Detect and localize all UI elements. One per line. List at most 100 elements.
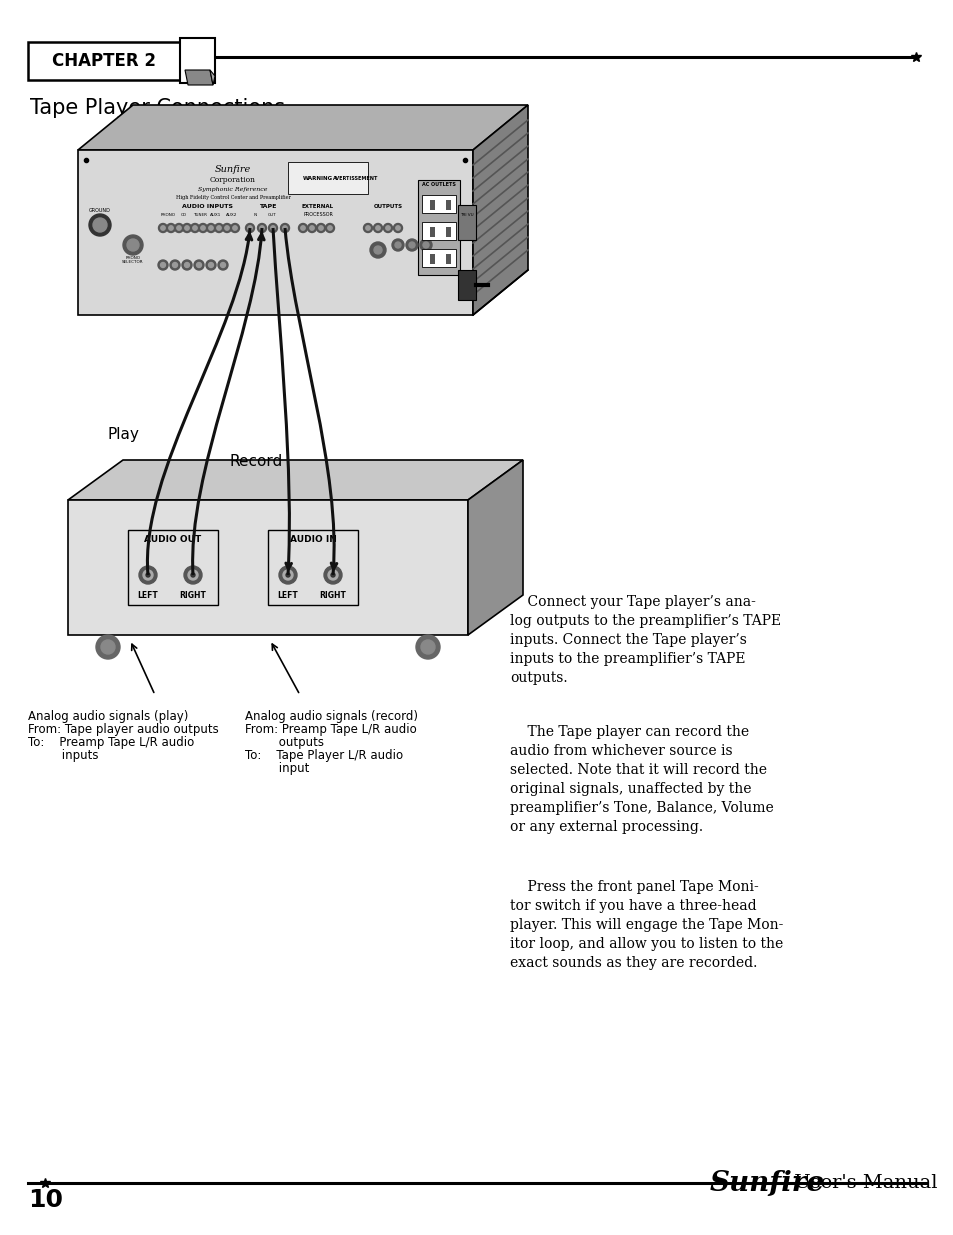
Text: Analog audio signals (record): Analog audio signals (record) [245,710,417,722]
Circle shape [193,226,197,230]
Circle shape [282,226,287,230]
Text: AVERTISSEMENT: AVERTISSEMENT [333,175,378,180]
Text: EXTERNAL: EXTERNAL [301,205,334,210]
Circle shape [222,224,232,232]
Text: AUX2: AUX2 [226,212,237,217]
Text: High Fidelity Control Center and Preamplifier: High Fidelity Control Center and Preampl… [175,194,290,200]
Circle shape [209,226,213,230]
Circle shape [392,240,403,251]
Bar [430,254,435,264]
Circle shape [374,224,382,232]
Text: To:    Preamp Tape L/R audio: To: Preamp Tape L/R audio [28,736,194,748]
Circle shape [280,224,289,232]
Polygon shape [78,105,527,149]
Circle shape [325,224,335,232]
Text: AC OUTLETS: AC OUTLETS [421,183,456,188]
Circle shape [184,566,202,584]
Circle shape [383,224,392,232]
Text: User's Manual: User's Manual [787,1174,937,1192]
Circle shape [206,224,215,232]
Circle shape [245,224,254,232]
Circle shape [324,566,341,584]
Text: AUDIO OUT: AUDIO OUT [144,536,201,545]
Polygon shape [68,459,522,500]
Circle shape [198,224,208,232]
Text: PHONO: PHONO [160,212,175,217]
Text: WARNING: WARNING [303,175,333,180]
Text: Record: Record [230,454,283,469]
Text: TUNER: TUNER [193,212,207,217]
Bar [457,270,476,300]
Text: RIGHT: RIGHT [319,590,346,599]
Circle shape [231,224,239,232]
Circle shape [419,240,432,251]
Circle shape [328,226,332,230]
Text: CHAPTER 2: CHAPTER 2 [52,52,156,70]
Circle shape [196,263,201,268]
Circle shape [184,263,190,268]
Circle shape [191,224,199,232]
Circle shape [143,571,152,580]
Circle shape [167,224,175,232]
Polygon shape [210,70,214,85]
Text: input: input [245,762,309,776]
Text: LEFT: LEFT [137,590,158,599]
Polygon shape [185,70,213,85]
Text: outputs: outputs [245,736,324,748]
Circle shape [395,226,399,230]
Circle shape [200,226,205,230]
Circle shape [158,261,168,270]
Bar [28,42,180,80]
Bar [446,227,451,237]
Circle shape [365,226,370,230]
Text: From: Preamp Tape L/R audio: From: Preamp Tape L/R audio [245,722,416,736]
Polygon shape [468,459,522,635]
Text: From: Tape player audio outputs: From: Tape player audio outputs [28,722,218,736]
Text: 10: 10 [28,1188,63,1212]
Text: The Tape player can record the
audio from whichever source is
selected. Note tha: The Tape player can record the audio fro… [510,725,773,834]
Circle shape [375,226,380,230]
Text: Corporation: Corporation [210,177,255,184]
Circle shape [170,261,180,270]
Text: Analog audio signals (play): Analog audio signals (play) [28,710,188,722]
Text: Symphonic Reference: Symphonic Reference [198,186,268,191]
Text: PHONO
SELECTOR: PHONO SELECTOR [122,256,144,264]
Circle shape [89,214,111,236]
Circle shape [286,573,290,577]
Circle shape [127,240,139,251]
Polygon shape [68,500,468,635]
Circle shape [331,573,335,577]
Text: Tape Player Connections: Tape Player Connections [30,98,285,119]
Circle shape [257,224,266,232]
Circle shape [92,219,107,232]
Circle shape [259,226,264,230]
Circle shape [310,226,314,230]
Text: TAPE: TAPE [259,205,276,210]
Circle shape [283,571,293,580]
Circle shape [416,635,439,659]
Bar [457,205,476,240]
Circle shape [209,263,213,268]
Bar [446,200,451,210]
Circle shape [218,261,228,270]
Bar [180,38,214,83]
Circle shape [139,566,157,584]
Text: AUDIO IN: AUDIO IN [290,536,336,545]
Circle shape [174,224,183,232]
Circle shape [300,226,305,230]
Circle shape [271,226,274,230]
Bar [421,249,456,267]
Bar [430,200,435,210]
Polygon shape [78,149,473,315]
Text: AUX1: AUX1 [211,212,221,217]
Circle shape [225,226,229,230]
Circle shape [185,226,189,230]
Circle shape [393,224,402,232]
Text: IN: IN [253,212,258,217]
Text: LEFT: LEFT [277,590,298,599]
Circle shape [160,263,165,268]
Circle shape [193,261,204,270]
Circle shape [385,226,390,230]
Text: AUDIO INPUTS: AUDIO INPUTS [182,205,233,210]
Text: OUTPUTS: OUTPUTS [373,205,402,210]
